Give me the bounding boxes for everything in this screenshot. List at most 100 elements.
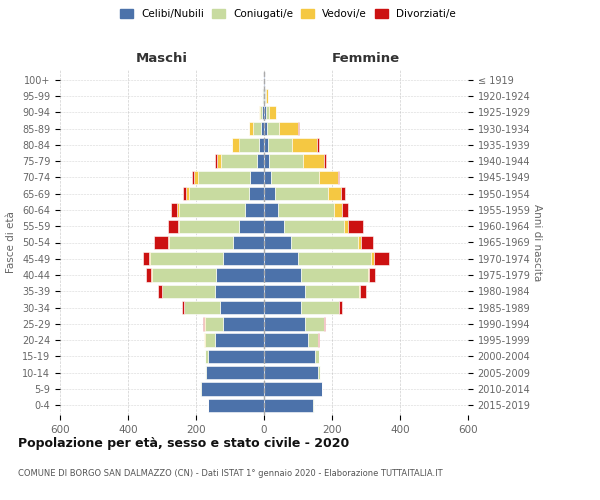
Bar — [264, 122, 268, 136]
Bar — [192, 170, 194, 184]
Bar — [169, 236, 233, 249]
Bar — [264, 170, 271, 184]
Bar — [269, 106, 275, 119]
Bar — [264, 90, 265, 102]
Bar — [264, 204, 278, 216]
Bar — [205, 350, 208, 363]
Bar — [232, 138, 239, 151]
Bar — [264, 187, 275, 200]
Bar — [266, 106, 269, 119]
Bar — [264, 252, 298, 266]
Bar — [171, 204, 178, 216]
Bar — [208, 350, 264, 363]
Bar — [264, 73, 265, 86]
Y-axis label: Anni di nascita: Anni di nascita — [532, 204, 542, 281]
Bar — [358, 236, 361, 249]
Bar — [194, 170, 198, 184]
Bar — [278, 204, 334, 216]
Bar — [189, 187, 249, 200]
Bar — [149, 252, 150, 266]
Y-axis label: Fasce di età: Fasce di età — [7, 212, 16, 274]
Bar — [264, 366, 319, 380]
Bar — [368, 268, 369, 281]
Bar — [182, 301, 184, 314]
Bar — [264, 268, 301, 281]
Bar — [215, 284, 264, 298]
Bar — [324, 317, 325, 330]
Bar — [344, 220, 348, 233]
Bar — [284, 220, 344, 233]
Bar — [233, 236, 264, 249]
Bar — [162, 284, 215, 298]
Bar — [205, 334, 215, 347]
Bar — [217, 154, 221, 168]
Bar — [238, 138, 259, 151]
Bar — [305, 317, 323, 330]
Bar — [305, 284, 359, 298]
Text: Femmine: Femmine — [332, 52, 400, 65]
Bar — [187, 187, 189, 200]
Bar — [150, 252, 223, 266]
Bar — [223, 317, 264, 330]
Bar — [259, 138, 264, 151]
Bar — [338, 170, 340, 184]
Bar — [360, 284, 367, 298]
Bar — [262, 90, 263, 102]
Bar — [292, 138, 317, 151]
Bar — [319, 170, 338, 184]
Bar — [264, 154, 269, 168]
Bar — [269, 154, 303, 168]
Bar — [179, 204, 245, 216]
Bar — [203, 317, 204, 330]
Bar — [259, 106, 260, 119]
Bar — [301, 268, 368, 281]
Bar — [264, 317, 305, 330]
Bar — [250, 170, 264, 184]
Bar — [315, 350, 319, 363]
Bar — [334, 204, 342, 216]
Bar — [143, 252, 149, 266]
Bar — [361, 236, 373, 249]
Bar — [263, 90, 264, 102]
Bar — [264, 350, 315, 363]
Bar — [264, 220, 284, 233]
Bar — [264, 398, 313, 412]
Bar — [208, 398, 264, 412]
Bar — [178, 220, 179, 233]
Bar — [179, 220, 239, 233]
Bar — [264, 382, 322, 396]
Bar — [178, 204, 179, 216]
Bar — [249, 187, 264, 200]
Bar — [220, 301, 264, 314]
Bar — [206, 366, 264, 380]
Bar — [223, 252, 264, 266]
Bar — [371, 252, 374, 266]
Bar — [374, 252, 389, 266]
Bar — [359, 284, 360, 298]
Bar — [245, 204, 264, 216]
Bar — [271, 170, 319, 184]
Bar — [323, 154, 326, 168]
Bar — [263, 73, 264, 86]
Bar — [250, 122, 253, 136]
Bar — [264, 284, 305, 298]
Bar — [146, 268, 151, 281]
Bar — [328, 187, 341, 200]
Bar — [348, 220, 363, 233]
Bar — [264, 334, 308, 347]
Bar — [215, 154, 217, 168]
Bar — [298, 252, 371, 266]
Bar — [168, 220, 178, 233]
Bar — [154, 236, 168, 249]
Bar — [260, 106, 262, 119]
Bar — [200, 382, 201, 396]
Bar — [158, 284, 161, 298]
Text: Maschi: Maschi — [136, 52, 188, 65]
Bar — [264, 236, 291, 249]
Bar — [264, 301, 301, 314]
Bar — [280, 122, 298, 136]
Bar — [341, 187, 344, 200]
Bar — [339, 301, 340, 314]
Bar — [262, 106, 264, 119]
Bar — [275, 187, 328, 200]
